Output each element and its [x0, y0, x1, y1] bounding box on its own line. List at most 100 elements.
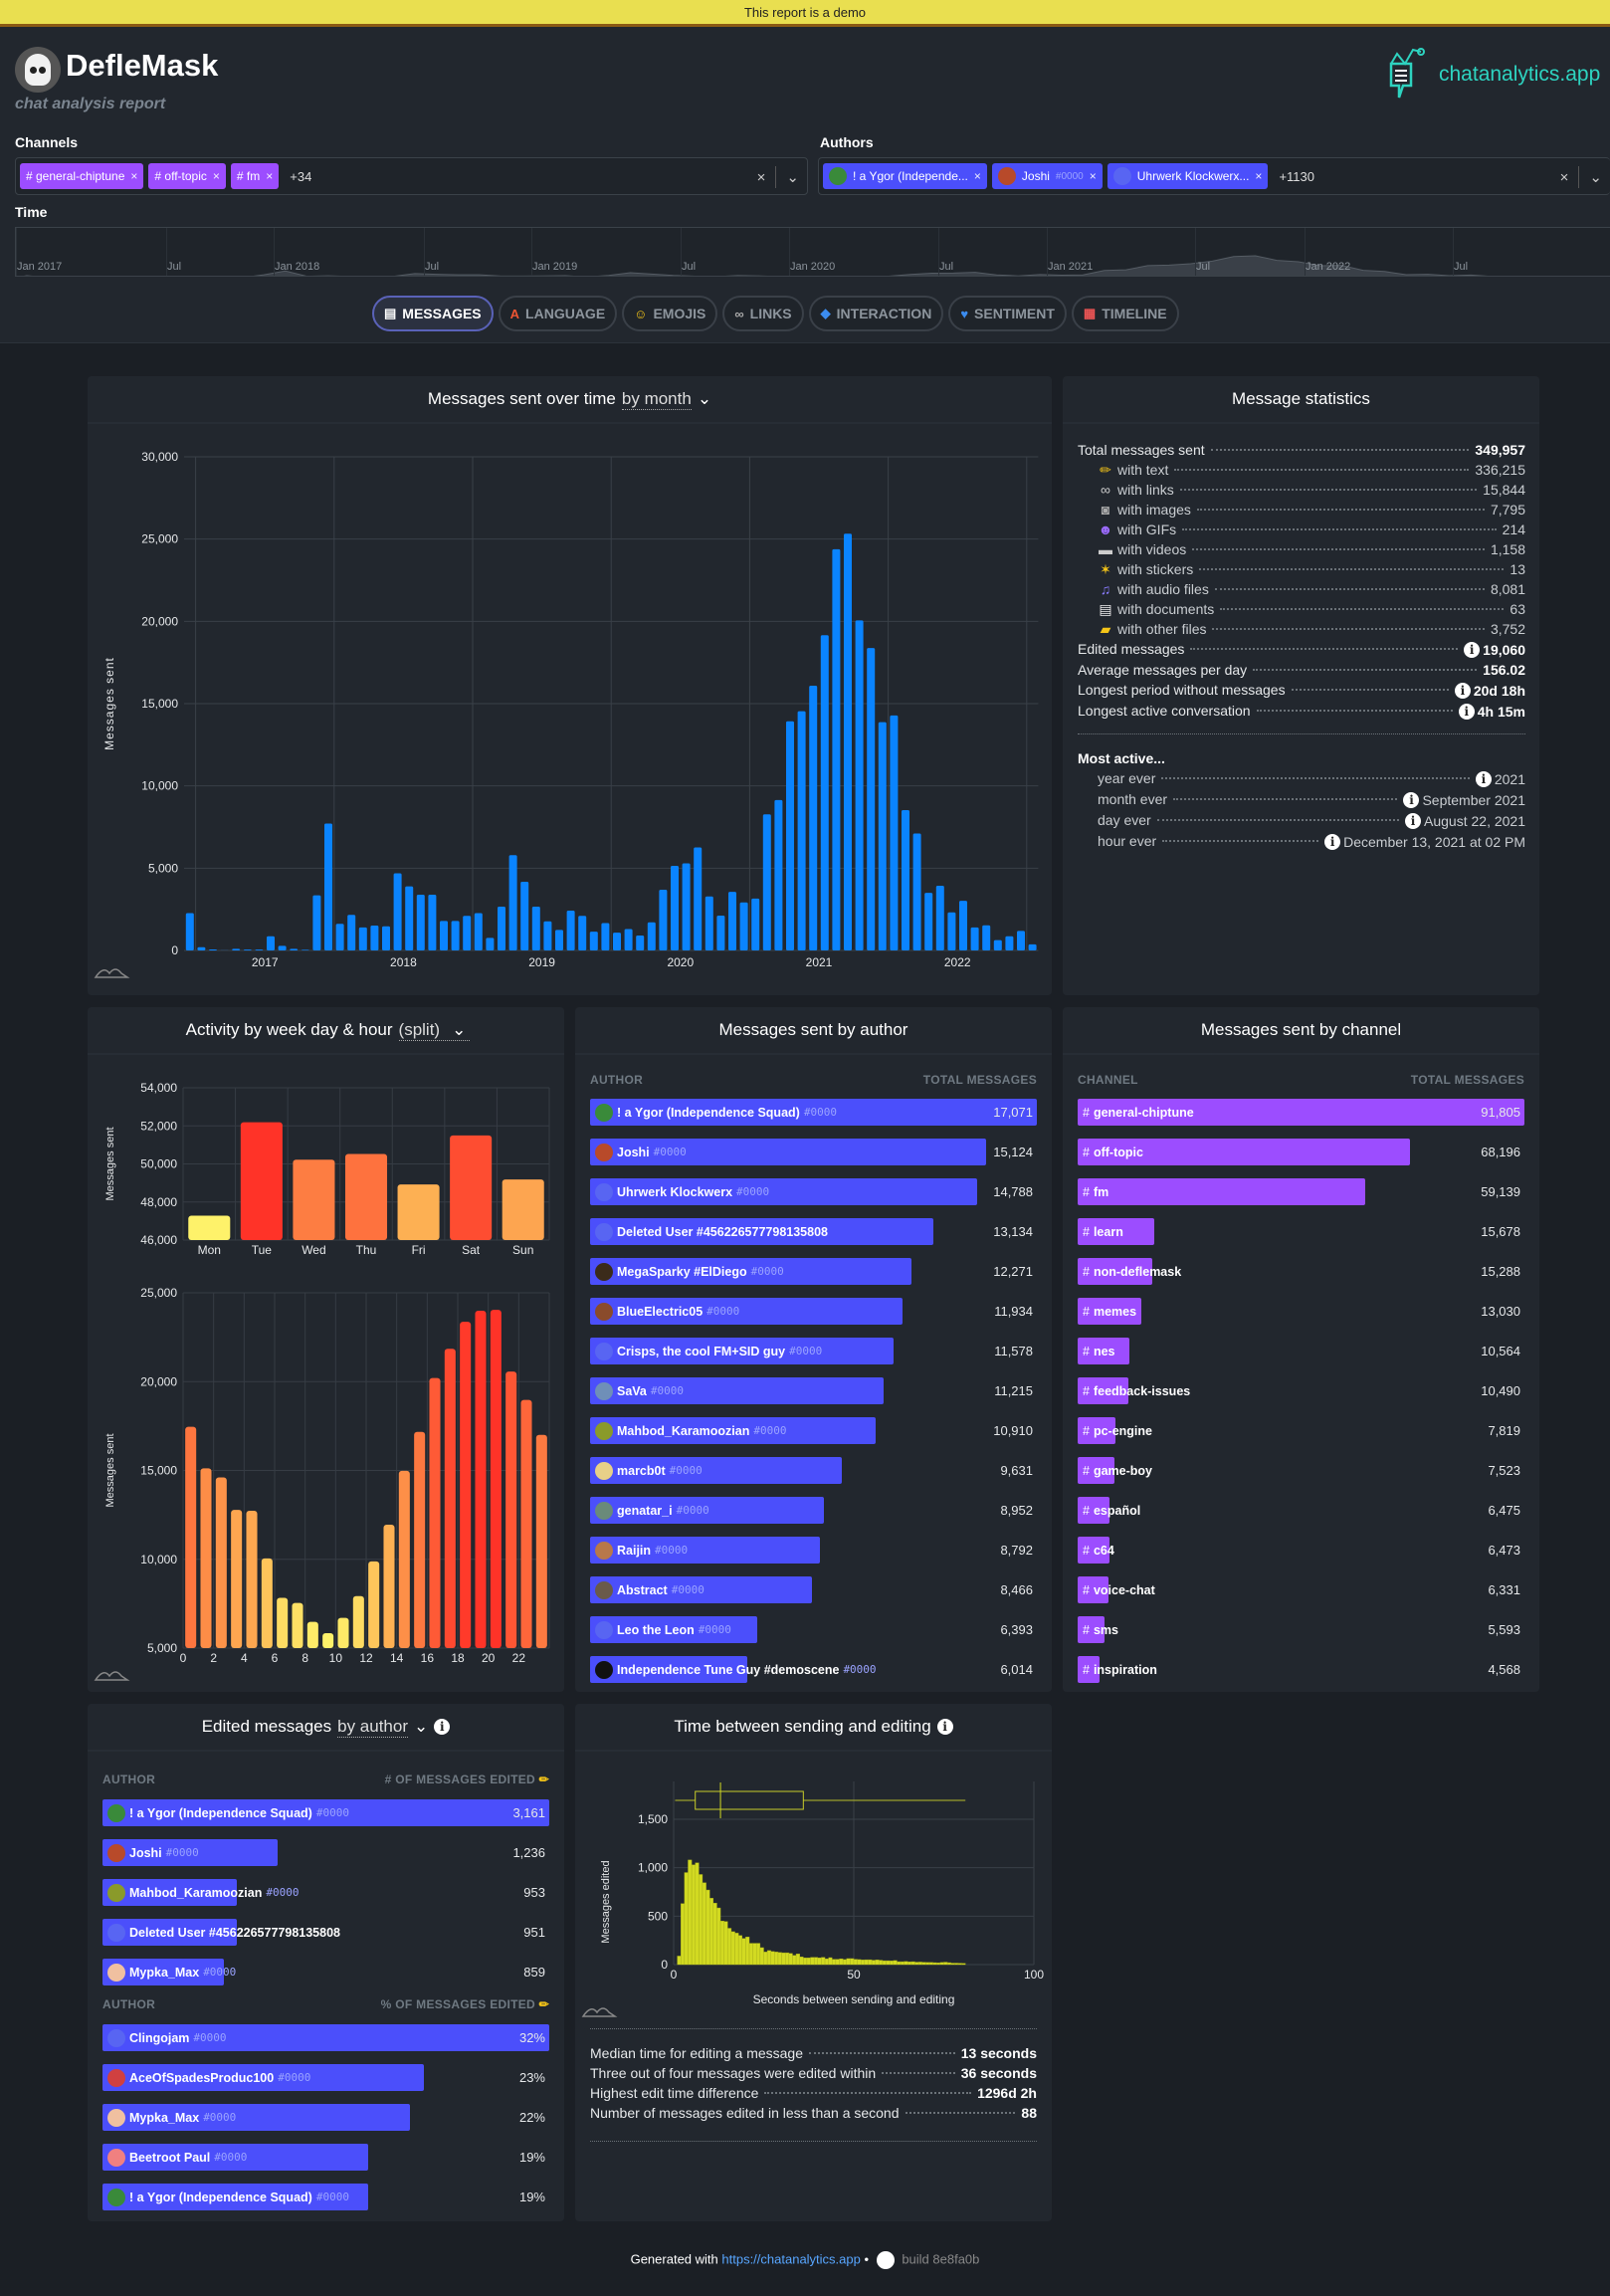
histogram-bin[interactable]	[759, 1947, 764, 1966]
time-range-slider[interactable]: Jan 2017 Jul Jan 2018 Jul Jan 2019 Jul Jan 202…	[15, 227, 1610, 277]
author-row[interactable]: marcb0t #0000 9,631	[590, 1457, 1037, 1484]
bar-2017-04[interactable]	[232, 948, 241, 950]
histogram-bin[interactable]	[688, 1859, 693, 1966]
channel-chip[interactable]: # fm ×	[230, 163, 280, 189]
bar-5[interactable]	[261, 1558, 273, 1648]
bar-2021-11[interactable]	[867, 648, 876, 950]
bar-6[interactable]	[277, 1597, 289, 1648]
tab-sentiment[interactable]: ♥ SENTIMENT	[948, 296, 1067, 331]
histogram-bin[interactable]	[882, 1960, 887, 1966]
bar-2022-03[interactable]	[912, 833, 921, 950]
histogram-bin[interactable]	[839, 1958, 844, 1966]
histogram-bin[interactable]	[795, 1954, 800, 1966]
bar-2017-12[interactable]	[324, 823, 332, 950]
bar-2019-10[interactable]	[578, 916, 587, 950]
channel-row[interactable]: # fm 59,139	[1078, 1178, 1524, 1205]
author-row[interactable]: Mahbod_Karamoozian #0000 953	[102, 1879, 549, 1906]
bar-2021-07[interactable]	[820, 635, 829, 950]
histogram-bin[interactable]	[890, 1961, 895, 1966]
histogram-bin[interactable]	[792, 1955, 797, 1966]
channel-chip[interactable]: # general-chiptune ×	[20, 163, 144, 189]
tab-messages[interactable]: ▤ MESSAGES	[372, 296, 494, 331]
histogram-bin[interactable]	[832, 1959, 837, 1966]
histogram-bin[interactable]	[886, 1960, 891, 1966]
author-row[interactable]: ! a Ygor (Independence Squad) #0000 17,071	[590, 1099, 1037, 1126]
bar-Fri[interactable]	[397, 1184, 440, 1240]
histogram-bin[interactable]	[756, 1943, 761, 1966]
bar-2022-09[interactable]	[982, 925, 991, 950]
channel-row[interactable]: # memes 13,030	[1078, 1298, 1524, 1325]
histogram-bin[interactable]	[763, 1952, 768, 1966]
author-row[interactable]: Deleted User #456226577798135808 13,134	[590, 1218, 1037, 1245]
info-icon[interactable]: i	[1324, 834, 1341, 850]
bar-21[interactable]	[505, 1371, 517, 1648]
chevron-down-icon[interactable]: ⌄	[697, 389, 712, 408]
bar-2021-01[interactable]	[751, 898, 760, 950]
bar-2020-05[interactable]	[659, 889, 668, 950]
histogram-bin[interactable]	[842, 1959, 847, 1966]
bar-2020-09[interactable]	[704, 896, 713, 950]
bar-2021-02[interactable]	[762, 814, 771, 950]
chevron-down-icon[interactable]: ⌄	[414, 1717, 429, 1736]
bar-2023-01[interactable]	[1028, 943, 1037, 950]
histogram-bin[interactable]	[719, 1920, 724, 1966]
bar-2017-10[interactable]	[301, 949, 309, 950]
histogram-bin[interactable]	[936, 1963, 941, 1966]
group-selector[interactable]: by author	[337, 1716, 409, 1738]
bar-9[interactable]	[322, 1633, 334, 1648]
bar-2016-12[interactable]	[185, 913, 194, 950]
author-row[interactable]: Deleted User #456226577798135808 951	[102, 1919, 549, 1946]
histogram-bin[interactable]	[907, 1962, 912, 1966]
bar-Tue[interactable]	[240, 1122, 283, 1240]
channels-select[interactable]: # general-chiptune × # off-topic × # fm × +…	[15, 157, 808, 195]
histogram-bin[interactable]	[699, 1874, 704, 1966]
histogram-bin[interactable]	[853, 1959, 858, 1966]
bar-2017-05[interactable]	[243, 949, 252, 950]
channel-row[interactable]: # learn 15,678	[1078, 1218, 1524, 1245]
bar-2018-12[interactable]	[463, 916, 472, 950]
period-selector[interactable]: by month	[621, 388, 692, 410]
chatanalytics-link[interactable]: https://chatanalytics.app	[721, 2251, 861, 2267]
channel-chip[interactable]: # off-topic ×	[148, 163, 226, 189]
histogram-bin[interactable]	[752, 1943, 757, 1966]
bar-2018-03[interactable]	[358, 927, 367, 950]
histogram-bin[interactable]	[788, 1953, 793, 1966]
channel-row[interactable]: # off-topic 68,196	[1078, 1139, 1524, 1165]
chevron-down-icon[interactable]: ⌄	[452, 1020, 467, 1039]
bar-2019-12[interactable]	[601, 923, 610, 950]
bar-15[interactable]	[414, 1431, 426, 1648]
histogram-bin[interactable]	[950, 1963, 955, 1966]
histogram-bin[interactable]	[925, 1962, 930, 1966]
channel-row[interactable]: # español 6,475	[1078, 1497, 1524, 1524]
histogram-bin[interactable]	[871, 1960, 876, 1966]
bar-2022-01[interactable]	[890, 715, 899, 950]
bar-17[interactable]	[444, 1349, 456, 1648]
histogram-bin[interactable]	[928, 1962, 933, 1966]
histogram-bin[interactable]	[681, 1903, 686, 1966]
bar-2019-03[interactable]	[498, 907, 505, 950]
histogram-bin[interactable]	[730, 1931, 735, 1966]
bar-10[interactable]	[337, 1617, 349, 1648]
histogram-bin[interactable]	[857, 1959, 862, 1966]
bar-2019-07[interactable]	[543, 921, 552, 950]
bar-2021-10[interactable]	[855, 620, 864, 950]
bar-16[interactable]	[429, 1377, 441, 1648]
histogram-bin[interactable]	[917, 1962, 922, 1966]
bar-2020-10[interactable]	[716, 915, 725, 950]
bar-2017-08[interactable]	[278, 945, 287, 950]
github-icon[interactable]	[876, 2251, 895, 2269]
bar-18[interactable]	[460, 1322, 472, 1648]
info-icon[interactable]: i	[1458, 704, 1475, 720]
bar-2022-11[interactable]	[1005, 936, 1014, 950]
bar-Thu[interactable]	[344, 1153, 388, 1240]
bar-2022-02[interactable]	[902, 809, 909, 950]
chevron-down-icon[interactable]: ⌄	[1589, 169, 1602, 186]
bar-23[interactable]	[535, 1434, 547, 1648]
author-row[interactable]: ! a Ygor (Independence Squad) #0000 19%	[102, 2184, 549, 2210]
author-row[interactable]: Crisps, the cool FM+SID guy #0000 11,578	[590, 1338, 1037, 1364]
histogram-bin[interactable]	[900, 1961, 905, 1966]
remove-chip-icon[interactable]: ×	[1255, 169, 1263, 183]
bar-2020-01[interactable]	[613, 933, 621, 950]
info-icon[interactable]: i	[1454, 683, 1471, 699]
histogram-bin[interactable]	[897, 1961, 902, 1966]
